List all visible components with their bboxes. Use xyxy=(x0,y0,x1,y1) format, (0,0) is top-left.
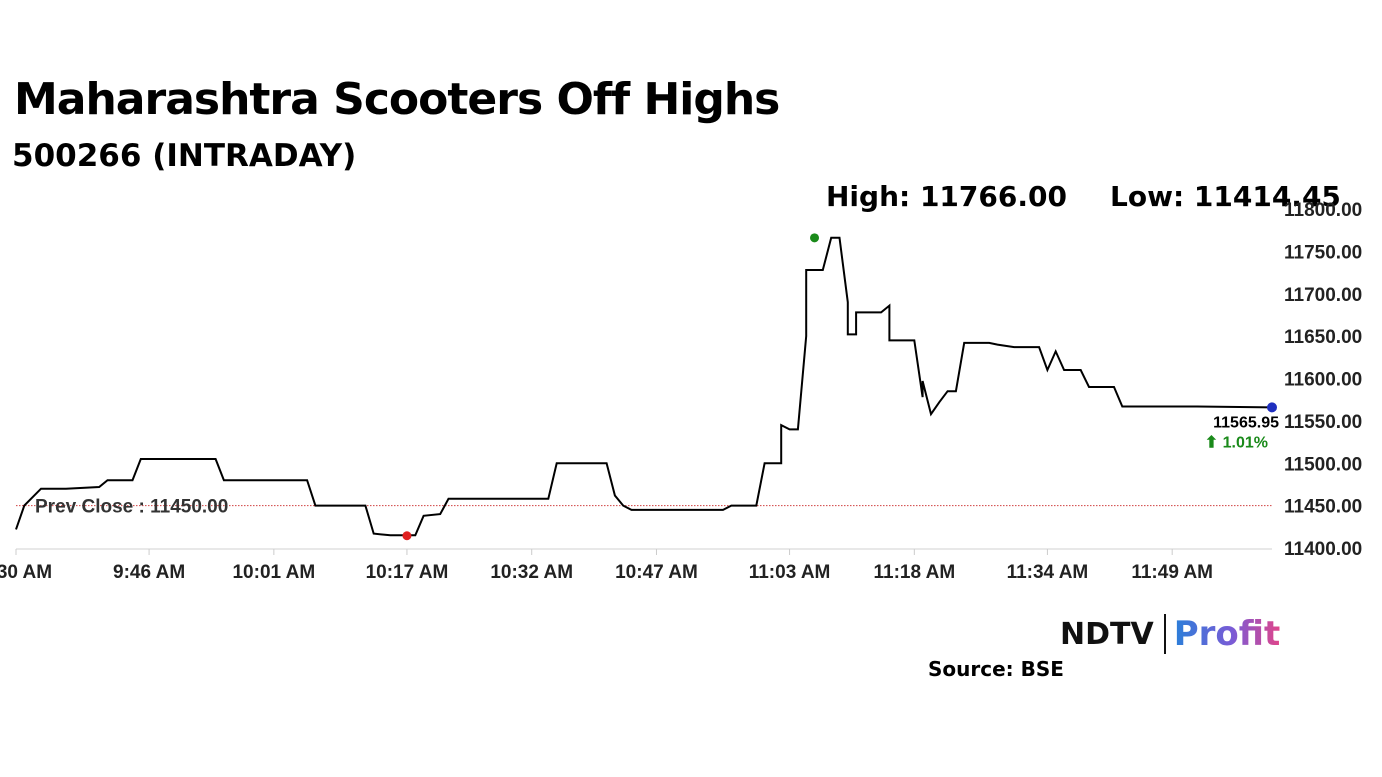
low-marker xyxy=(402,531,412,541)
day-low-label: Low: 11414.45 xyxy=(1110,180,1341,213)
last-price-label: 11565.95 xyxy=(1213,414,1279,431)
price-series xyxy=(15,236,1273,537)
x-tick-label: 10:01 AM xyxy=(232,562,315,583)
x-tick-label: 10:17 AM xyxy=(366,562,449,583)
x-tick-label: 9:46 AM xyxy=(113,562,185,583)
x-tick-label: 11:03 AM xyxy=(749,562,831,583)
y-tick-label: 11500.00 xyxy=(1284,454,1362,475)
logo-divider xyxy=(1163,614,1166,654)
last-price-marker xyxy=(1267,402,1277,413)
chart-subtitle: 500266 (INTRADAY) xyxy=(12,138,357,174)
chart-title: Maharashtra Scooters Off Highs xyxy=(14,74,780,125)
x-tick-label: 10:47 AM xyxy=(615,562,698,583)
x-tick-label: 11:34 AM xyxy=(1007,562,1089,583)
y-tick-label: 11750.00 xyxy=(1284,242,1362,263)
y-tick-label: 11450.00 xyxy=(1284,497,1362,518)
price-line xyxy=(15,236,1273,537)
y-tick-label: 11800.00 xyxy=(1284,200,1362,221)
x-tick-label: 9:30 AM xyxy=(0,562,52,583)
x-tick-label: 11:18 AM xyxy=(873,562,955,583)
day-high-label: High: 11766.00 xyxy=(826,180,1067,213)
x-axis: 9:30 AM 9:46 AM 10:01 AM 10:17 AM 10:32 AM 10… xyxy=(0,548,1272,583)
change-percent-label: ⬆ 1.01% xyxy=(1205,434,1268,451)
prev-close-label: Prev Close : 11450.00 xyxy=(35,497,228,518)
logo-ndtv-text: NDTV xyxy=(1060,616,1154,652)
y-tick-label: 11550.00 xyxy=(1284,412,1362,433)
y-tick-label: 11700.00 xyxy=(1284,285,1362,306)
y-tick-label: 11650.00 xyxy=(1284,327,1362,348)
x-tick-label: 10:32 AM xyxy=(490,562,573,583)
y-tick-label: 11400.00 xyxy=(1284,539,1362,560)
high-marker xyxy=(810,233,820,243)
source-label: Source: BSE xyxy=(928,657,1064,681)
y-axis: 11400.00 11450.00 11500.00 11550.00 11600.00… xyxy=(1284,200,1362,560)
logo-profit-text: Profit xyxy=(1173,614,1281,654)
prev-close-reference: Prev Close : 11450.00 xyxy=(16,497,1272,518)
ndtv-profit-logo: NDTV Profit xyxy=(1060,612,1280,656)
y-tick-label: 11600.00 xyxy=(1284,370,1362,391)
x-tick-label: 11:49 AM xyxy=(1131,562,1213,583)
price-markers: 11565.95 ⬆ 1.01% xyxy=(402,233,1279,541)
